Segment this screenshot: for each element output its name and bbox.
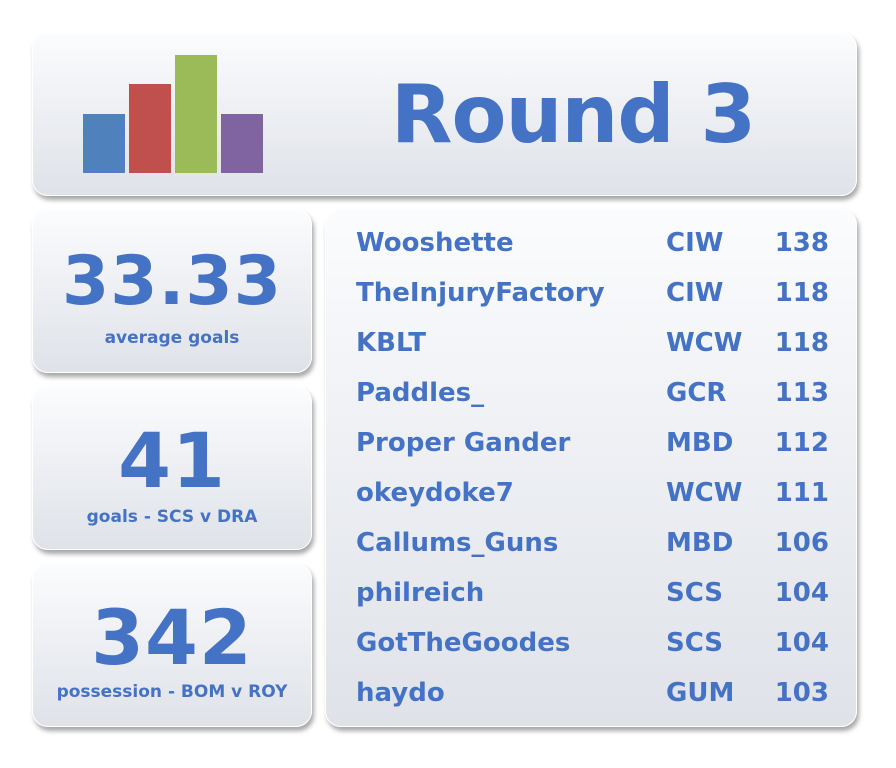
player-score: 104	[774, 578, 829, 608]
leaderboard-panel: Wooshette CIW 138 TheInjuryFactory CIW 1…	[325, 209, 857, 727]
player-name: Paddles_	[356, 378, 485, 408]
player-name: haydo	[356, 678, 445, 708]
team-code: WCW	[666, 328, 743, 358]
player-score: 138	[774, 228, 829, 258]
round-title: Round 3	[390, 68, 756, 161]
stat-value: 41	[118, 416, 226, 505]
leaderboard-row: haydo GUM 103	[326, 674, 856, 724]
leaderboard-row: KBLT WCW 118	[326, 324, 856, 374]
team-code: MBD	[666, 528, 734, 558]
player-score: 118	[774, 328, 829, 358]
player-score: 106	[774, 528, 829, 558]
player-name: Callums_Guns	[356, 528, 559, 558]
header-panel: Round 3	[32, 32, 857, 196]
team-code: CIW	[666, 278, 724, 308]
leaderboard-row: TheInjuryFactory CIW 118	[326, 274, 856, 324]
logo-bar	[129, 84, 171, 173]
stat-card-goals: 41 goals - SCS v DRA	[32, 386, 312, 550]
team-code: SCS	[666, 628, 724, 658]
player-score: 113	[774, 378, 829, 408]
leaderboard-row: Wooshette CIW 138	[326, 224, 856, 274]
stat-value: 33.33	[61, 242, 283, 321]
team-code: SCS	[666, 578, 724, 608]
stat-value: 342	[91, 593, 253, 682]
player-score: 112	[774, 428, 829, 458]
player-score: 104	[774, 628, 829, 658]
player-score: 103	[774, 678, 829, 708]
player-name: philreich	[356, 578, 485, 608]
stat-label: average goals	[104, 328, 240, 348]
logo-bar	[175, 55, 217, 173]
player-name: okeydoke7	[356, 478, 514, 508]
team-code: CIW	[666, 228, 724, 258]
player-name: Wooshette	[356, 228, 514, 258]
leaderboard-row: philreich SCS 104	[326, 574, 856, 624]
leaderboard-row: Proper Gander MBD 112	[326, 424, 856, 474]
player-name: Proper Gander	[356, 428, 571, 458]
team-code: WCW	[666, 478, 743, 508]
leaderboard-list: Wooshette CIW 138 TheInjuryFactory CIW 1…	[326, 224, 856, 724]
player-score: 111	[774, 478, 829, 508]
bar-chart-icon	[83, 55, 263, 173]
leaderboard-row: okeydoke7 WCW 111	[326, 474, 856, 524]
team-code: GUM	[666, 678, 735, 708]
leaderboard-row: Callums_Guns MBD 106	[326, 524, 856, 574]
stat-card-average-goals: 33.33 average goals	[32, 209, 312, 373]
leaderboard-row: Paddles_ GCR 113	[326, 374, 856, 424]
player-name: GotTheGoodes	[356, 628, 571, 658]
player-score: 118	[774, 278, 829, 308]
player-name: KBLT	[356, 328, 426, 358]
logo-bar	[221, 114, 263, 173]
leaderboard-row: GotTheGoodes SCS 104	[326, 624, 856, 674]
player-name: TheInjuryFactory	[356, 278, 605, 308]
stat-label: possession - BOM v ROY	[56, 682, 288, 702]
team-code: GCR	[666, 378, 727, 408]
team-code: MBD	[666, 428, 734, 458]
stat-label: goals - SCS v DRA	[86, 507, 258, 527]
logo-bar	[83, 114, 125, 173]
stat-card-possession: 342 possession - BOM v ROY	[32, 563, 312, 727]
